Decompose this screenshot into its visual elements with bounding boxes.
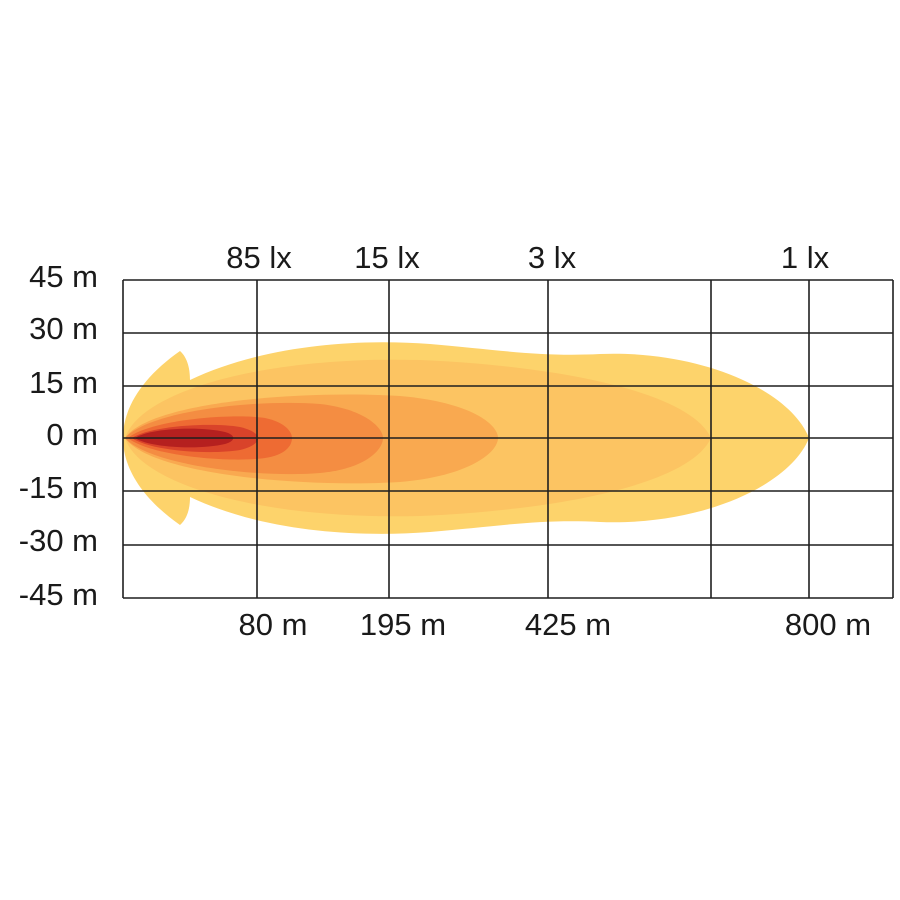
y-label: 15 m — [29, 365, 98, 400]
lux-label: 15 lx — [354, 240, 420, 275]
lux-labels: 85 lx 15 lx 3 lx 1 lx — [226, 240, 829, 275]
y-label: 0 m — [46, 417, 98, 452]
y-label: -30 m — [19, 523, 98, 558]
distance-label: 195 m — [360, 607, 446, 642]
y-label: -45 m — [19, 577, 98, 612]
distance-labels: 80 m 195 m 425 m 800 m — [239, 607, 872, 642]
lux-label: 1 lx — [781, 240, 830, 275]
y-label: 30 m — [29, 311, 98, 346]
grid — [122, 279, 894, 599]
lux-label: 85 lx — [226, 240, 292, 275]
y-labels: 45 m 30 m 15 m 0 m -15 m -30 m -45 m — [19, 259, 98, 612]
distance-label: 425 m — [525, 607, 611, 642]
distance-label: 80 m — [239, 607, 308, 642]
distance-label: 800 m — [785, 607, 871, 642]
lux-label: 3 lx — [528, 240, 577, 275]
y-label: 45 m — [29, 259, 98, 294]
y-label: -15 m — [19, 470, 98, 505]
